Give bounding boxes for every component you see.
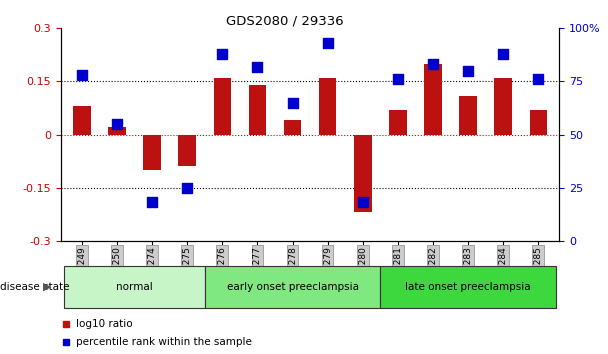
Bar <box>143 135 161 170</box>
Text: ▶: ▶ <box>43 282 52 292</box>
Point <box>112 121 122 127</box>
Point <box>218 51 227 57</box>
Title: GDS2080 / 29336: GDS2080 / 29336 <box>226 14 344 27</box>
Text: late onset preeclampsia: late onset preeclampsia <box>406 282 531 292</box>
Bar <box>213 78 231 135</box>
Point <box>288 100 297 105</box>
Point <box>147 200 157 205</box>
Point <box>77 72 87 78</box>
Bar <box>64 266 205 308</box>
Text: early onset preeclampsia: early onset preeclampsia <box>227 282 359 292</box>
Bar <box>389 110 407 135</box>
Bar <box>424 64 442 135</box>
Point <box>463 68 473 74</box>
Point <box>323 40 333 46</box>
Bar <box>284 120 302 135</box>
Point <box>182 185 192 190</box>
Text: log10 ratio: log10 ratio <box>76 319 133 329</box>
Point <box>428 62 438 67</box>
Point <box>533 76 543 82</box>
Bar <box>459 96 477 135</box>
Point <box>358 200 368 205</box>
Bar <box>530 110 547 135</box>
Bar <box>73 106 91 135</box>
Bar <box>108 127 126 135</box>
Bar <box>205 266 380 308</box>
Bar <box>319 78 336 135</box>
Point <box>252 64 262 69</box>
Bar <box>249 85 266 135</box>
Bar <box>380 266 556 308</box>
Bar <box>494 78 512 135</box>
Text: disease state: disease state <box>0 282 73 292</box>
Point <box>393 76 402 82</box>
Bar <box>178 135 196 166</box>
Bar <box>354 135 371 212</box>
Text: percentile rank within the sample: percentile rank within the sample <box>76 337 252 347</box>
Text: normal: normal <box>116 282 153 292</box>
Point <box>499 51 508 57</box>
